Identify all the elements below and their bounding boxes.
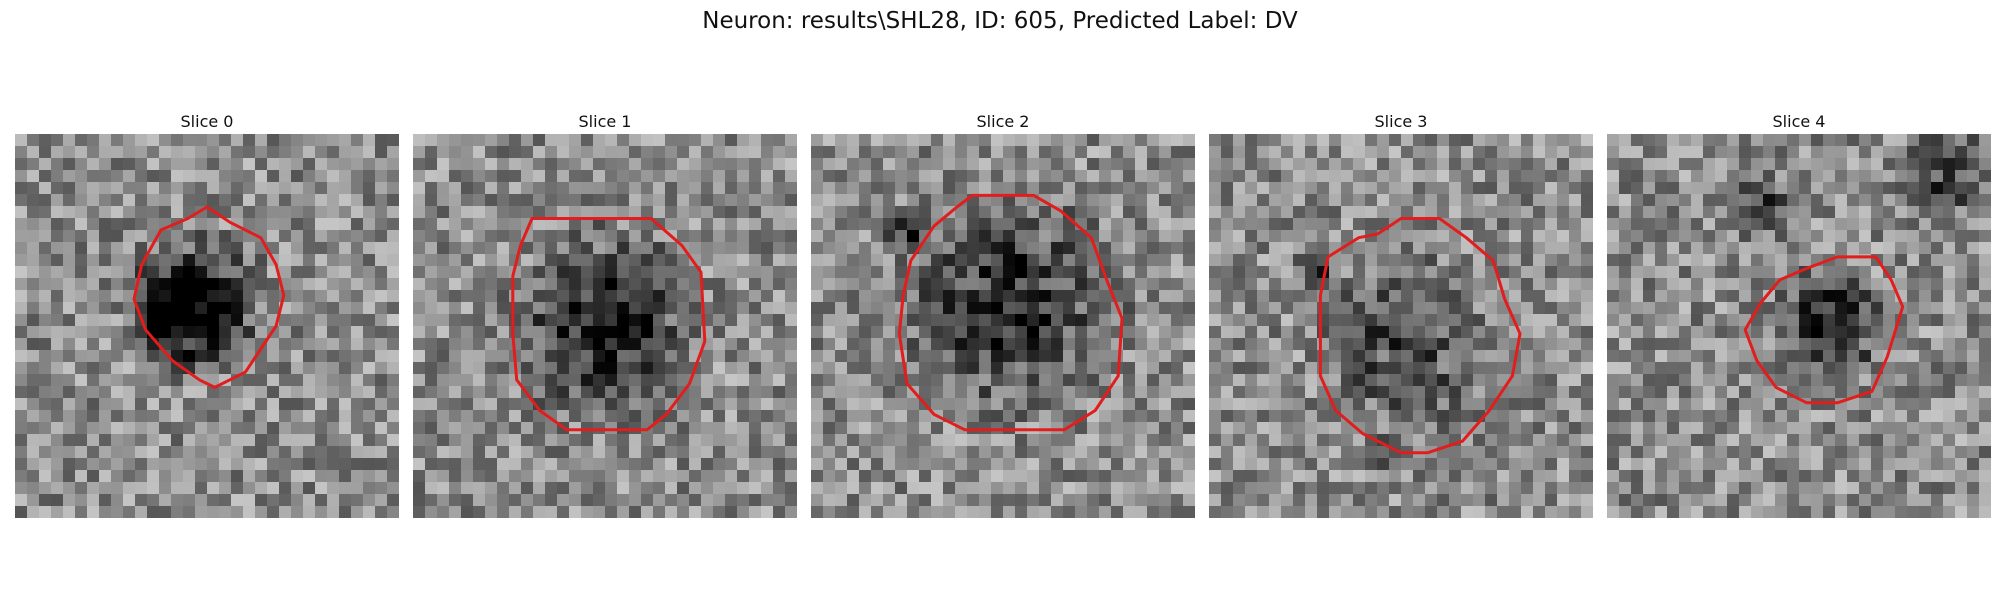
slice-image-4 — [1607, 134, 1991, 518]
segmentation-contour — [511, 217, 707, 432]
pixel-grid — [1607, 134, 1991, 518]
pixel-grid — [811, 134, 1195, 518]
slice-title-3: Slice 3 — [1374, 112, 1428, 131]
slice-panel-1: Slice 1 — [413, 110, 797, 518]
pixel-grid — [1209, 134, 1593, 518]
slice-panel-2: Slice 2 — [811, 110, 1195, 518]
slice-title-1: Slice 1 — [578, 112, 632, 131]
slice-panel-0: Slice 0 — [15, 110, 399, 518]
slice-panel-4: Slice 4 — [1607, 110, 1991, 518]
slice-title-2: Slice 2 — [976, 112, 1030, 131]
slice-image-0 — [15, 134, 399, 518]
slice-image-2 — [811, 134, 1195, 518]
segmentation-contour — [1318, 217, 1522, 455]
segmentation-contour — [897, 193, 1124, 432]
segmentation-contour — [132, 205, 286, 389]
slice-title-4: Slice 4 — [1772, 112, 1826, 131]
segmentation-contour — [1743, 255, 1905, 405]
slice-image-3 — [1209, 134, 1593, 518]
slice-title-0: Slice 0 — [180, 112, 234, 131]
pixel-grid — [15, 134, 399, 518]
slice-panel-3: Slice 3 — [1209, 110, 1593, 518]
pixel-grid — [413, 134, 797, 518]
slice-image-1 — [413, 134, 797, 518]
figure-title: Neuron: results\SHL28, ID: 605, Predicte… — [702, 8, 1298, 34]
